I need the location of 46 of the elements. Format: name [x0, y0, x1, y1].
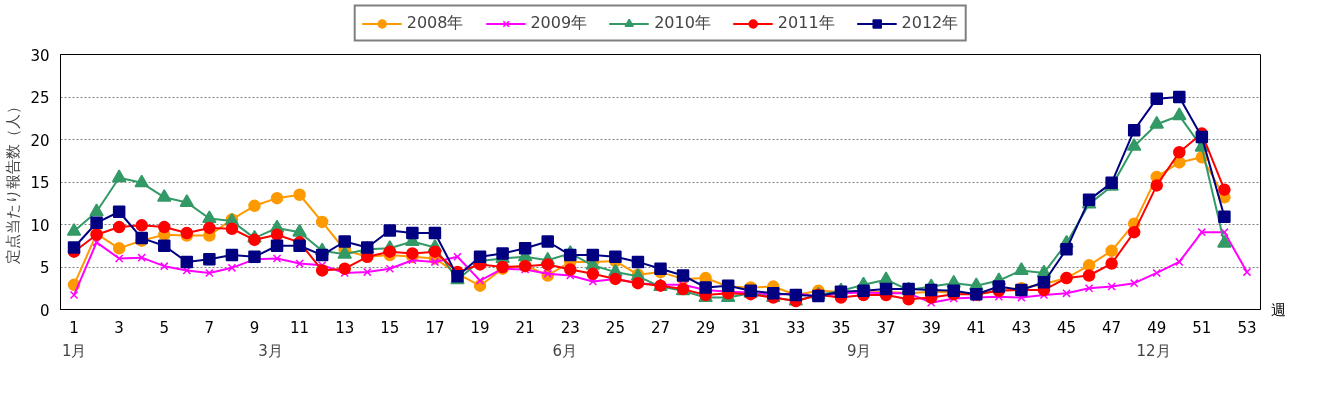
legend-label: 2012年	[901, 12, 959, 34]
x-tick-label: 45	[1056, 318, 1077, 337]
x-tick-label: 31	[741, 318, 761, 337]
x-tick-label: 17	[425, 318, 445, 337]
x-tick-label: 9	[249, 318, 260, 337]
x-tick-label: 43	[1011, 318, 1031, 337]
y-tick-label: 10	[30, 216, 50, 235]
y-tick-label: 30	[30, 46, 50, 65]
x-tick-label: 1	[69, 318, 79, 337]
x-tick-label: 37	[876, 318, 896, 337]
x-tick-label: 27	[650, 318, 671, 337]
x-tick-label: 25	[605, 318, 625, 337]
x-tick-label: 29	[696, 318, 716, 337]
y-axis-title: 定点当たり報告数（人）	[4, 99, 23, 265]
legend-label: 2008年	[406, 12, 464, 34]
x-tick-label: 49	[1147, 318, 1167, 337]
legend-label: 2009年	[530, 12, 588, 34]
y-tick-label: 15	[30, 174, 50, 192]
legend-label: 2011年	[777, 12, 835, 34]
x-tick-label: 47	[1102, 318, 1122, 337]
x-tick-label: 3	[114, 318, 124, 337]
x-tick-label: 33	[786, 318, 806, 337]
y-tick-label: 0	[39, 301, 50, 320]
x2-tick-label: 6月	[552, 341, 578, 360]
x-tick-label: 11	[290, 318, 310, 337]
x-tick-label: 23	[560, 318, 580, 337]
y-tick-label: 20	[30, 131, 50, 150]
y-tick-label: 25	[30, 89, 50, 107]
x-tick-label: 19	[470, 318, 490, 337]
x-tick-label: 39	[921, 318, 941, 337]
x-tick-label: 51	[1192, 318, 1212, 337]
legend-label: 2010年	[654, 12, 711, 34]
x-tick-label: 15	[380, 318, 400, 337]
x2-tick-label: 3月	[258, 341, 283, 360]
x-tick-label: 7	[204, 318, 215, 337]
x-tick-label: 35	[831, 318, 851, 337]
x-tick-label: 5	[159, 318, 170, 337]
x2-tick-label: 9月	[846, 341, 872, 360]
x-tick-label: 53	[1237, 318, 1257, 337]
y-tick-label: 5	[39, 259, 50, 277]
x-tick-label: 41	[966, 318, 986, 337]
x2-tick-label: 1月	[61, 341, 87, 360]
x-axis-title: 週	[1270, 300, 1286, 319]
x2-tick-label: 12月	[1136, 341, 1171, 360]
x-tick-label: 13	[335, 318, 355, 337]
x-tick-label: 21	[515, 318, 535, 337]
